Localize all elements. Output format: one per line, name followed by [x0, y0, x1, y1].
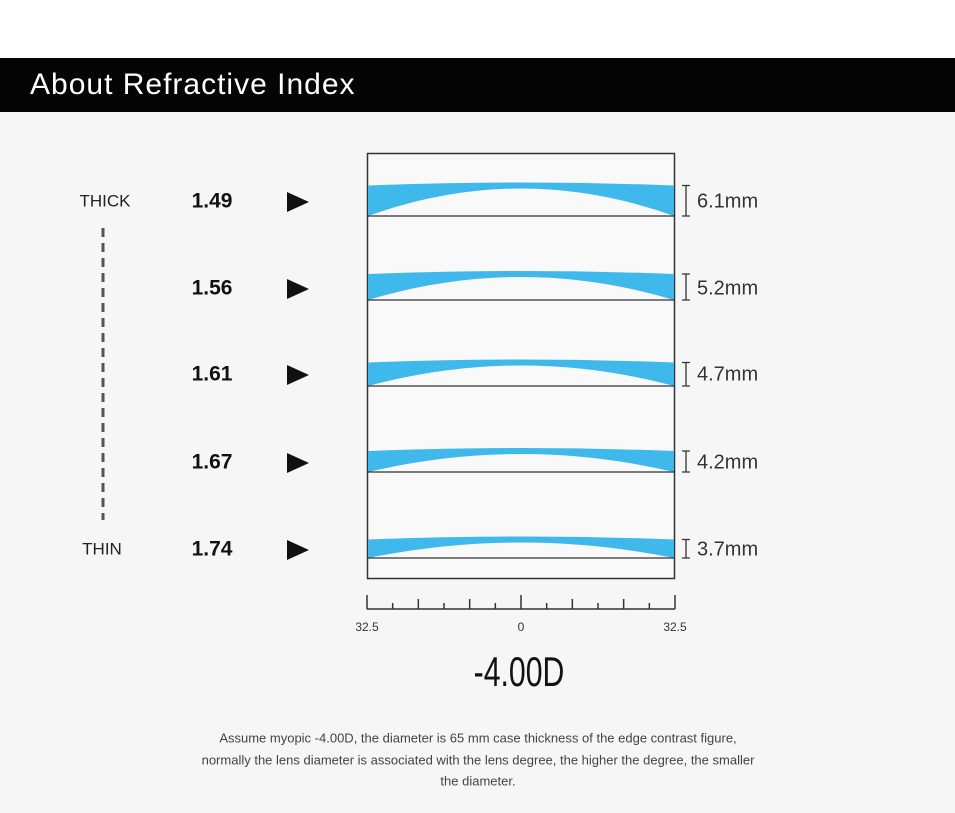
arrow: [287, 540, 309, 560]
thick-label: THICK: [80, 191, 132, 210]
ruler: [366, 595, 676, 610]
top-strip: [0, 0, 955, 58]
thickness-label: 5.2mm: [697, 277, 758, 299]
rows: 1.49 6.1mm 1.56 5.2mm 1.61 4.7mm 1.67 4.2mm 1.74…: [192, 182, 758, 561]
caption-line: normally the lens diameter is associated…: [202, 752, 755, 767]
thickness-label: 4.7mm: [697, 363, 758, 385]
header-bar: [0, 58, 955, 112]
thin-label: THIN: [82, 539, 122, 558]
thickness-bracket: [682, 273, 690, 301]
ruler-label: 0: [518, 620, 525, 634]
caption-line: the diameter.: [440, 773, 515, 788]
arrow: [287, 453, 309, 473]
index-label: 1.61: [192, 363, 233, 386]
thickness-label: 3.7mm: [697, 538, 758, 560]
ruler-label: 32.5: [355, 620, 379, 634]
thickness-bracket: [682, 361, 690, 387]
index-label: 1.56: [192, 277, 233, 300]
thickness-bracket: [682, 184, 690, 217]
ruler-label: 32.5: [663, 620, 687, 634]
caption-line: Assume myopic -4.00D, the diameter is 65…: [219, 730, 736, 745]
index-label: 1.67: [192, 451, 233, 474]
thickness-label: 4.2mm: [697, 451, 758, 473]
arrow: [287, 279, 309, 299]
lens: [368, 182, 674, 216]
lens: [368, 271, 674, 300]
thickness-bracket: [682, 450, 690, 473]
thickness-bracket: [682, 538, 690, 559]
lens: [368, 359, 674, 386]
header-title: About Refractive Index: [30, 68, 356, 101]
index-label: 1.74: [192, 538, 233, 561]
arrow: [287, 365, 309, 385]
lens: [368, 536, 674, 558]
index-label: 1.49: [192, 190, 233, 213]
thickness-label: 6.1mm: [697, 190, 758, 212]
lens: [368, 448, 674, 472]
power-label: -4.00D: [474, 648, 565, 695]
arrow: [287, 192, 309, 212]
